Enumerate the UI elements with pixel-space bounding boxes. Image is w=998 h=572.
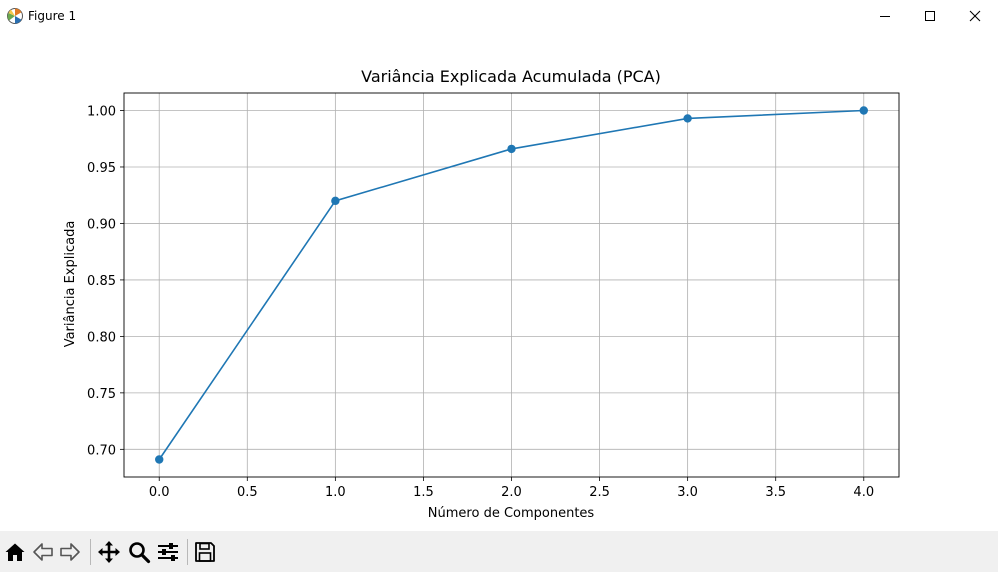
chart-title: Variância Explicada Acumulada (PCA) — [361, 67, 661, 86]
x-axis-label: Número de Componentes — [428, 506, 595, 521]
minimize-button[interactable] — [862, 0, 908, 31]
y-tick-label: 0.75 — [87, 387, 116, 402]
close-button[interactable] — [952, 0, 998, 31]
back-button[interactable] — [30, 539, 56, 565]
maximize-button[interactable] — [907, 0, 953, 31]
data-point — [155, 455, 164, 464]
toolbar-separator — [187, 539, 188, 565]
x-tick-label: 2.0 — [501, 485, 522, 500]
x-tick-label: 3.0 — [677, 485, 698, 500]
data-point — [683, 114, 692, 123]
back-icon — [33, 543, 53, 561]
x-tick-label: 2.5 — [589, 485, 610, 500]
window-titlebar: Figure 1 — [0, 0, 998, 31]
data-point — [507, 144, 516, 154]
line-chart: 0.0 0.5 1.0 1.5 2.0 2.5 3.0 3.5 4.0 0.70 0.75 0.80 0… — [63, 67, 900, 521]
x-tick-label: 1.0 — [325, 485, 346, 500]
x-tick-label: 0.5 — [237, 485, 258, 500]
toolbar-separator — [90, 539, 91, 565]
close-icon — [969, 10, 981, 21]
save-button[interactable] — [192, 539, 218, 565]
pan-button[interactable] — [96, 539, 122, 565]
x-tick-label: 3.5 — [765, 485, 786, 500]
y-tick-label: 0.85 — [87, 274, 116, 289]
forward-icon — [60, 543, 80, 561]
y-tick-label: 0.95 — [87, 161, 116, 176]
save-icon — [195, 542, 215, 562]
y-axis-label: Variância Explicada — [63, 221, 78, 348]
matplotlib-icon — [7, 8, 23, 24]
maximize-icon — [925, 10, 935, 21]
y-tick-label: 0.80 — [87, 330, 116, 345]
pan-icon — [98, 541, 120, 563]
home-icon — [5, 543, 25, 561]
window-title: Figure 1 — [28, 9, 77, 23]
y-tick-label: 1.00 — [87, 105, 116, 120]
minimize-icon — [880, 15, 890, 17]
forward-button[interactable] — [57, 539, 83, 565]
configure-subplots-icon — [158, 543, 178, 561]
figure-canvas[interactable]: 0.0 0.5 1.0 1.5 2.0 2.5 3.0 3.5 4.0 0.70 0.75 0.80 0… — [0, 31, 998, 531]
data-point — [859, 106, 868, 115]
x-tick-label: 1.5 — [413, 485, 434, 500]
home-button[interactable] — [2, 539, 28, 565]
zoom-icon — [129, 542, 151, 564]
x-tick-label: 4.0 — [853, 485, 874, 500]
navigation-toolbar — [0, 531, 998, 572]
data-point — [331, 196, 340, 206]
zoom-button[interactable] — [126, 539, 152, 565]
y-tick-label: 0.70 — [87, 443, 116, 458]
configure-subplots-button[interactable] — [155, 539, 181, 565]
y-tick-label: 0.90 — [87, 217, 116, 232]
x-tick-label: 0.0 — [149, 485, 170, 500]
